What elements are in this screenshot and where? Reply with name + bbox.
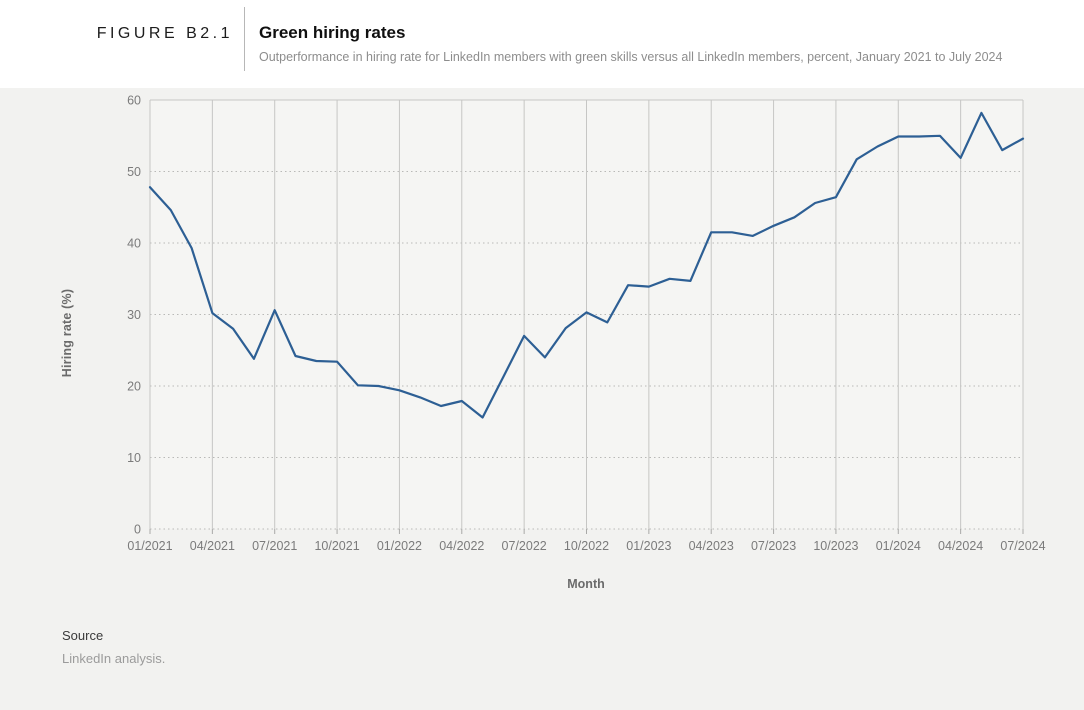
- y-tick-label: 0: [134, 523, 141, 537]
- y-tick-label: 10: [127, 451, 141, 465]
- y-tick-label: 60: [127, 94, 141, 108]
- chart-subtitle: Outperformance in hiring rate for Linked…: [259, 50, 1003, 65]
- x-tick-label: 04/2024: [938, 539, 983, 553]
- x-tick-label: 10/2023: [813, 539, 858, 553]
- y-tick-label: 30: [127, 308, 141, 322]
- x-tick-label: 04/2021: [190, 539, 235, 553]
- chart-title: Green hiring rates: [259, 23, 406, 42]
- header-divider: [244, 7, 245, 71]
- source-block: Source LinkedIn analysis.: [62, 628, 165, 666]
- figure-number: FIGURE B2.1: [96, 25, 233, 42]
- source-label: Source: [62, 628, 104, 643]
- y-tick-label: 50: [127, 165, 141, 179]
- x-tick-label: 07/2022: [502, 539, 547, 553]
- line-chart: 0 10 20 30 40 50 60 01/2021 04/2021 07/2021 10/202…: [127, 94, 1046, 554]
- x-tick-label: 01/2021: [127, 539, 172, 553]
- y-tick-label: 40: [127, 237, 141, 251]
- title-block: Green hiring rates Outperformance in hir…: [245, 0, 1002, 66]
- source-text: LinkedIn analysis.: [62, 651, 166, 666]
- figure-header: FIGURE B2.1 Green hiring rates Outperfor…: [0, 0, 1084, 88]
- y-axis-title: Hiring rate (%): [60, 288, 74, 378]
- x-tick-label: 04/2023: [689, 539, 734, 553]
- x-tick-label: 10/2021: [314, 539, 359, 553]
- chart-panel: 0 10 20 30 40 50 60 01/2021 04/2021 07/2021 10/202…: [0, 88, 1084, 710]
- x-tick-label: 01/2023: [626, 539, 671, 553]
- x-tick-label: 04/2022: [439, 539, 484, 553]
- x-tick-label: 01/2024: [876, 539, 921, 553]
- x-axis-title: Month: [567, 577, 605, 591]
- x-tick-label: 10/2022: [564, 539, 609, 553]
- x-tick-label: 07/2023: [751, 539, 796, 553]
- y-tick-label: 20: [127, 380, 141, 394]
- x-tick-label: 01/2022: [377, 539, 422, 553]
- hiring-rate-line: [148, 111, 1025, 419]
- x-tick-label: 07/2024: [1000, 539, 1045, 553]
- x-tick-label: 07/2021: [252, 539, 297, 553]
